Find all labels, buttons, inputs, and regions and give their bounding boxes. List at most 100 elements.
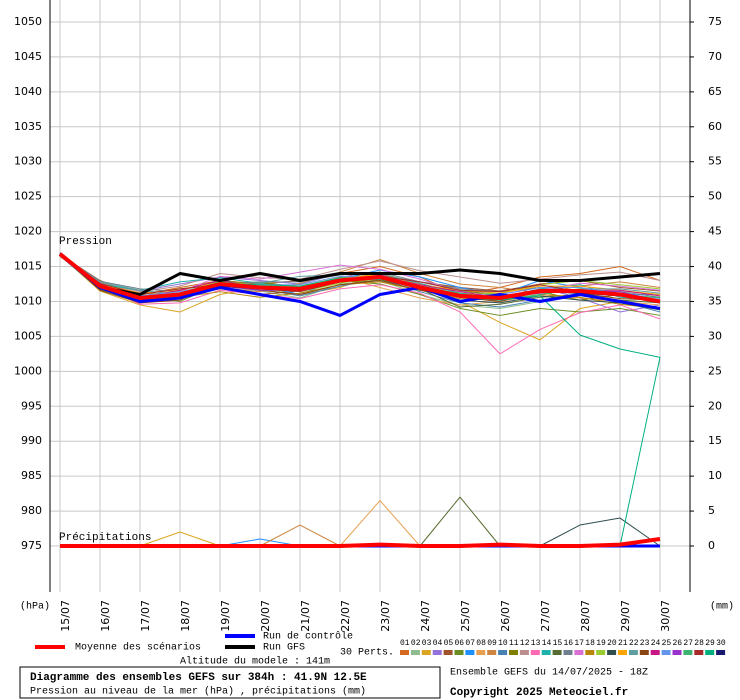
x-tick-label: 24/07: [419, 600, 432, 632]
legend-label: 12: [520, 639, 530, 648]
legend-swatch: [661, 650, 671, 655]
y2-tick-label: 5: [708, 504, 715, 517]
legend-swatch: [596, 650, 606, 655]
legend-label: 17: [574, 639, 584, 648]
legend-label: 08: [476, 639, 486, 648]
y-tick-label: 1050: [14, 15, 42, 28]
y2-tick-label: 50: [708, 190, 722, 203]
legend-label: 18: [585, 639, 595, 648]
legend-swatch: [410, 650, 420, 655]
legend-swatch: [683, 650, 693, 655]
precipitation-label: Précipitations: [59, 532, 151, 544]
legend-label: 21: [618, 639, 628, 648]
legend-label: 14: [542, 639, 552, 648]
pressure-line: [59, 254, 661, 293]
y2-tick-label: 25: [708, 364, 722, 377]
legend-swatch: [672, 650, 682, 655]
subtitle: Pression au niveau de la mer (hPa) , pré…: [30, 686, 366, 698]
legend-label: 30: [716, 639, 726, 648]
legend-label: 01: [400, 639, 410, 648]
y2-tick-label: 45: [708, 225, 722, 238]
x-tick-label: 19/07: [219, 600, 232, 632]
legend-swatch: [563, 650, 573, 655]
pressure-line: [59, 252, 661, 355]
pressure-line: [59, 255, 661, 295]
y-tick-label: 1010: [14, 294, 42, 307]
y2-tick-label: 55: [708, 155, 722, 168]
y2-tick-label: 40: [708, 260, 722, 273]
y-axis-label: (hPa): [20, 601, 50, 613]
legend-label: 25: [662, 639, 672, 648]
legend-swatch: [574, 650, 584, 655]
pressure-label: Pression: [59, 236, 112, 248]
y2-axis-label: (mm): [710, 601, 734, 613]
legend-swatch: [705, 650, 715, 655]
legend-swatch: [498, 650, 508, 655]
x-tick-label: 18/07: [179, 600, 192, 632]
legend-label: 06: [455, 639, 465, 648]
legend-swatch: [432, 650, 442, 655]
legend-swatch: [421, 650, 431, 655]
y2-tick-label: 35: [708, 294, 722, 307]
legend-label: 20: [607, 639, 617, 648]
x-tick-label: 25/07: [459, 600, 472, 632]
x-tick-label: 17/07: [139, 600, 152, 632]
legend-label: 26: [673, 639, 683, 648]
y2-tick-label: 30: [708, 329, 722, 342]
legend-swatch: [618, 650, 627, 655]
x-tick-label: 29/07: [619, 600, 632, 632]
legend-label: 03: [422, 639, 432, 648]
legend: Moyenne des scénarios Run de contrôleRun …: [35, 631, 726, 655]
x-tick-label: 16/07: [99, 600, 112, 632]
pressure-line: [59, 252, 661, 317]
legend-swatch: [650, 650, 660, 655]
legend-label: Moyenne des scénarios: [75, 642, 201, 654]
y2-tick-label: 75: [708, 15, 722, 28]
legend-label: Run de contrôle: [263, 631, 353, 643]
legend-label: 05: [444, 639, 454, 648]
y-tick-label: 1040: [14, 85, 42, 98]
y-tick-label: 975: [21, 539, 42, 552]
pressure-line: [59, 252, 661, 296]
legend-swatch: [509, 650, 518, 655]
y-tick-label: 1000: [14, 364, 42, 377]
x-tick-label: 15/07: [59, 600, 72, 632]
y2-tick-label: 60: [708, 120, 722, 133]
legend-label: 04: [433, 639, 443, 648]
y2-tick-label: 20: [708, 399, 722, 412]
legend-label: 16: [564, 639, 574, 648]
legend-swatch: [443, 650, 453, 655]
legend-swatch: [694, 650, 704, 655]
y2-tick-label: 0: [708, 539, 715, 552]
y2-tick-label: 10: [708, 469, 722, 482]
chart-title: Diagramme des ensembles GEFS sur 384h : …: [30, 672, 367, 684]
y-tick-label: 1030: [14, 155, 42, 168]
legend-label: 28: [694, 639, 704, 648]
legend-label: Run GFS: [263, 643, 305, 654]
legend-swatch: [628, 650, 638, 655]
legend-label: 13: [531, 639, 541, 648]
altitude: Altitude du modele : 141m: [180, 656, 330, 668]
legend-label: 27: [683, 639, 693, 648]
legend-label: 11: [509, 639, 519, 648]
y2-tick-label: 15: [708, 434, 722, 447]
x-tick-label: 27/07: [539, 600, 552, 632]
legend-swatch: [454, 650, 464, 655]
legend-swatch: [585, 650, 595, 655]
pressure-line: [58, 252, 661, 304]
x-tick-label: 23/07: [379, 600, 392, 632]
legend-swatch: [716, 650, 726, 655]
legend-label: 10: [498, 639, 508, 648]
run-info: Ensemble GEFS du 14/07/2025 - 18Z: [450, 667, 648, 679]
x-tick-label: 21/07: [299, 600, 312, 632]
legend-label: 09: [487, 639, 497, 648]
y-tick-label: 980: [21, 504, 42, 517]
legend-swatch: [487, 650, 497, 655]
legend-label: 15: [553, 639, 563, 648]
legend-swatch: [465, 650, 475, 655]
y-tick-label: 1005: [14, 329, 42, 342]
legend-swatch: [639, 650, 649, 655]
legend-label: 19: [596, 639, 606, 648]
legend-label: 07: [465, 639, 475, 648]
